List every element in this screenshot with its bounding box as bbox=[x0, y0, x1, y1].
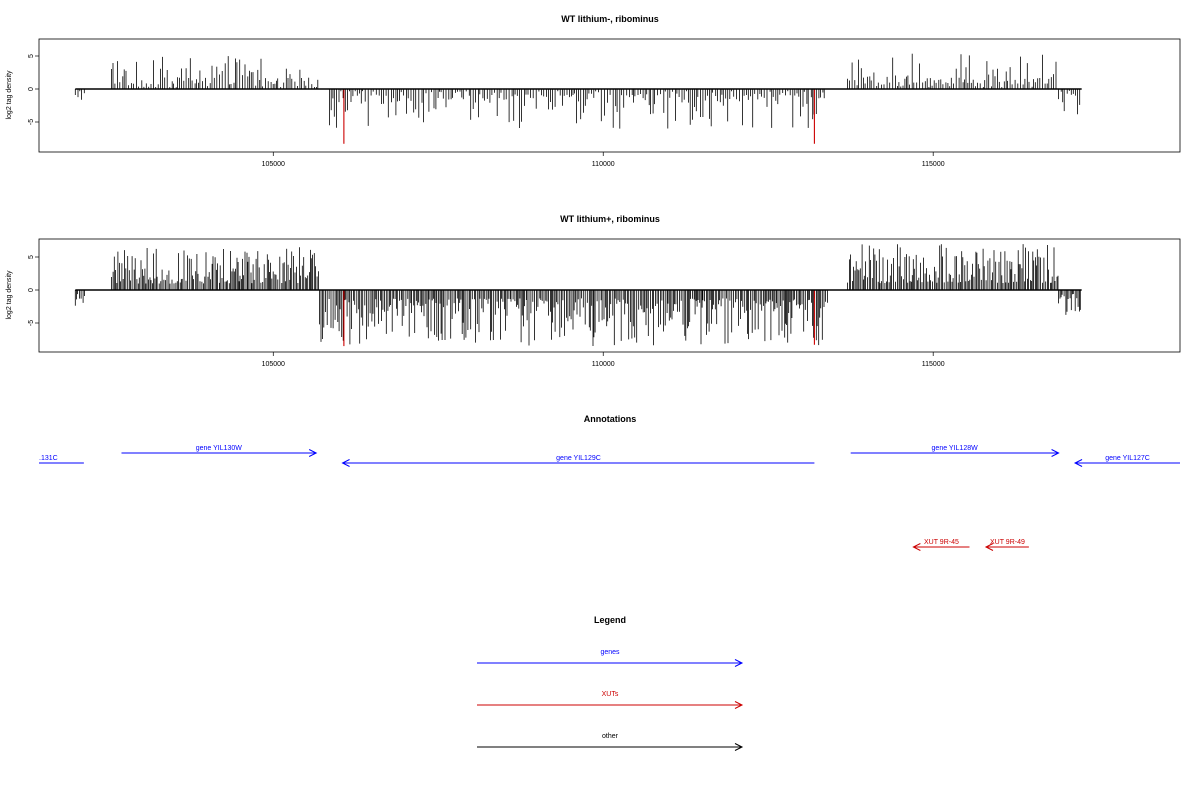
legend-item: genes bbox=[477, 649, 744, 667]
feature-arrowhead bbox=[912, 543, 921, 551]
legend-title: Legend bbox=[594, 615, 626, 625]
feature-label: gene YIL129C bbox=[556, 455, 601, 462]
plot-frame bbox=[38, 38, 1181, 153]
legend-label: genes bbox=[600, 649, 620, 656]
y-tick-label: 0 bbox=[28, 87, 35, 91]
legend-label: XUTs bbox=[602, 691, 619, 698]
annotation-feature: gene YIL130W bbox=[121, 445, 318, 457]
y-axis: -5 0 5 bbox=[28, 54, 39, 125]
panel-title: WT lithium+, ribominus bbox=[560, 214, 660, 224]
annotation-feature: .131C bbox=[39, 455, 84, 464]
annotation-feature: XUT 9R-49 bbox=[984, 539, 1029, 551]
feature-arrowhead bbox=[984, 543, 994, 551]
annotations-track: Annotations .131C gene YIL130W gene YIL129… bbox=[39, 414, 1180, 551]
feature-label: gene YIL127C bbox=[1105, 455, 1150, 462]
plot-frame bbox=[38, 238, 1181, 353]
legend-items: genes XUTs other bbox=[477, 649, 744, 751]
feature-arrowhead bbox=[341, 459, 350, 467]
x-axis: 105000 110000 115000 bbox=[262, 152, 945, 168]
x-tick-label: 115000 bbox=[922, 161, 945, 168]
feature-label: XUT 9R-49 bbox=[990, 539, 1025, 546]
y-axis-label: log2 tag density bbox=[6, 270, 13, 320]
feature-label: gene YIL130W bbox=[196, 445, 243, 452]
x-tick-label: 115000 bbox=[922, 361, 945, 368]
annotation-feature: XUT 9R-45 bbox=[912, 539, 970, 551]
feature-arrowhead bbox=[308, 449, 318, 457]
feature-label: .131C bbox=[39, 455, 58, 462]
track-panel-lithium-plus: WT lithium+, ribominus log2 tag density … bbox=[6, 214, 1181, 368]
y-tick-label: 5 bbox=[28, 255, 35, 259]
y-tick-label: -5 bbox=[28, 320, 35, 326]
feature-arrowhead bbox=[1051, 449, 1060, 457]
y-tick-label: 0 bbox=[28, 288, 35, 292]
feature-label: XUT 9R-45 bbox=[924, 539, 959, 546]
annotation-features: .131C gene YIL130W gene YIL129C gene YIL128… bbox=[39, 445, 1180, 551]
y-axis-label: log2 tag density bbox=[6, 70, 13, 120]
legend-arrowhead bbox=[734, 701, 744, 709]
feature-arrowhead bbox=[1073, 459, 1083, 467]
signal-bars bbox=[74, 53, 1081, 144]
legend-arrowhead bbox=[734, 743, 744, 751]
legend-item: other bbox=[477, 733, 744, 751]
signal-bars bbox=[74, 244, 1081, 347]
annotation-feature: gene YIL128W bbox=[850, 445, 1060, 457]
feature-label: gene YIL128W bbox=[932, 445, 979, 452]
legend: Legend genes XUTs other bbox=[477, 615, 744, 751]
panel-title: WT lithium-, ribominus bbox=[561, 14, 659, 24]
annotations-title: Annotations bbox=[584, 414, 637, 424]
annotation-feature: gene YIL129C bbox=[341, 455, 815, 467]
annotation-feature: gene YIL127C bbox=[1073, 455, 1180, 467]
y-tick-label: 5 bbox=[28, 54, 35, 58]
x-tick-label: 105000 bbox=[262, 161, 285, 168]
x-tick-label: 110000 bbox=[592, 161, 615, 168]
y-tick-label: -5 bbox=[28, 119, 35, 125]
legend-item: XUTs bbox=[477, 691, 744, 709]
legend-arrowhead bbox=[734, 659, 744, 667]
legend-label: other bbox=[602, 733, 619, 740]
track-panel-lithium-minus: WT lithium-, ribominus log2 tag density … bbox=[6, 14, 1181, 168]
y-axis: -5 0 5 bbox=[28, 255, 39, 326]
x-tick-label: 110000 bbox=[592, 361, 615, 368]
x-tick-label: 105000 bbox=[262, 361, 285, 368]
x-axis: 105000 110000 115000 bbox=[262, 352, 945, 368]
